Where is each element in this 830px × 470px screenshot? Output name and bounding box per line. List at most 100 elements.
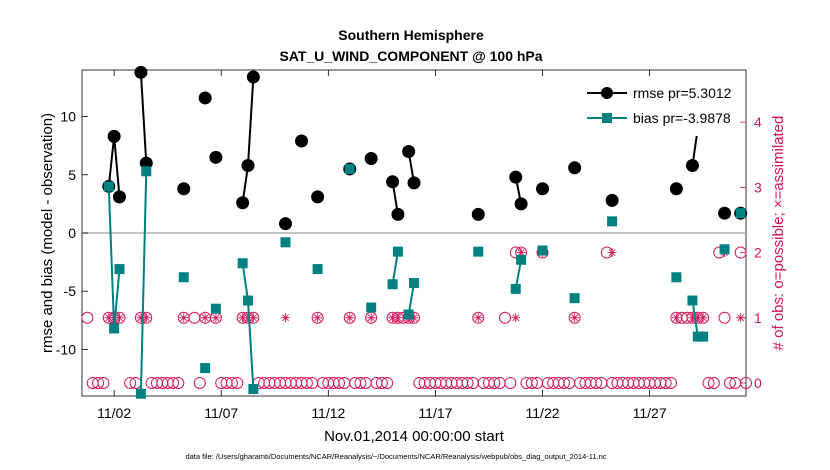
bias-point [569, 293, 580, 304]
obs-possible-marker [707, 376, 720, 389]
obs-possible-marker [488, 376, 501, 389]
bias-point [537, 245, 548, 256]
chart-subtitle: SAT_U_WIND_COMPONENT @ 100 hPa [279, 48, 542, 64]
obs-possible-marker [343, 311, 356, 324]
rmse-point [407, 176, 421, 190]
obs-possible-marker [381, 376, 394, 389]
bias-point [516, 254, 527, 265]
rmse-point [134, 65, 148, 79]
rmse-point [295, 134, 309, 148]
bias-point [109, 323, 120, 334]
legend: rmse pr=5.3012 bias pr=-3.9878 [580, 80, 740, 136]
bias-point [237, 258, 248, 269]
obs-assimilated-marker [698, 313, 708, 323]
bias-point [698, 331, 709, 342]
obs-assimilated-marker [211, 313, 221, 323]
y-left-tick-label: -5 [64, 283, 77, 299]
y-right-tick-label: 0 [754, 375, 762, 391]
obs-possible-marker [81, 311, 94, 324]
obs-possible-marker [97, 376, 110, 389]
rmse-point [112, 190, 126, 204]
bias-point [403, 309, 414, 320]
obs-possible-marker [504, 376, 517, 389]
rmse-point [311, 190, 325, 204]
bias-point [607, 216, 618, 227]
bias-point [114, 264, 125, 275]
rmse-point [509, 170, 523, 184]
rmse-point [402, 145, 416, 158]
bias-point [392, 246, 403, 257]
obs-assimilated-marker [114, 313, 124, 323]
bias-line-segment [139, 171, 148, 394]
obs-possible-marker [723, 376, 736, 389]
obs-possible-marker [461, 376, 474, 389]
obs-assimilated-marker [179, 313, 189, 323]
bias-point [135, 388, 146, 399]
obs-assimilated-marker [366, 313, 376, 323]
x-tick-label: 11/17 [418, 405, 452, 421]
rmse-point [685, 158, 699, 172]
obs-assimilated-marker [248, 313, 258, 323]
bias-point [735, 208, 746, 219]
rmse-point [209, 150, 223, 164]
obs-possible-marker [231, 376, 244, 389]
rmse-point [364, 151, 378, 165]
obs-possible-marker [568, 311, 581, 324]
legend-bias-label: bias pr=-3.9878 [633, 110, 731, 126]
obs-possible-marker [499, 311, 512, 324]
obs-assimilated-marker [516, 248, 526, 258]
bias-point [312, 264, 323, 275]
bias-point [387, 279, 398, 290]
bias-point [671, 272, 682, 283]
bias-point [248, 384, 259, 395]
obs-possible-marker [354, 376, 367, 389]
bias-point [692, 331, 703, 342]
bias-point [719, 244, 730, 255]
y-axis-left-label: rmse and bias (model - observation) [39, 113, 56, 353]
rmse-point [536, 182, 550, 196]
x-tick-label: 11/07 [204, 405, 238, 421]
bias-point [409, 278, 419, 289]
bias-point [210, 303, 221, 314]
bias-point [344, 163, 355, 174]
obs-assimilated-marker [473, 313, 483, 323]
rmse-point [391, 207, 405, 221]
rmse-point [471, 207, 485, 221]
bias-point [141, 166, 152, 177]
rmse-point [514, 197, 528, 211]
obs-assimilated-marker [607, 248, 617, 258]
obs-possible-marker [734, 246, 747, 259]
chart-title: Southern Hemisphere [338, 27, 484, 43]
obs-possible-marker [375, 376, 388, 389]
bias-point [687, 295, 698, 306]
x-tick-label: 11/12 [311, 405, 345, 421]
obs-assimilated-marker [570, 313, 580, 323]
bias-point [510, 283, 521, 294]
x-tick-label: 11/27 [633, 405, 667, 421]
obs-assimilated-marker [200, 313, 210, 323]
obs-possible-marker [333, 376, 346, 389]
rmse-point [568, 161, 582, 175]
y-right-tick-label: 3 [754, 179, 762, 195]
bias-point [178, 272, 189, 283]
obs-assimilated-marker [736, 313, 746, 323]
obs-possible-marker [225, 376, 238, 389]
obs-assimilated-marker [280, 313, 290, 323]
obs-assimilated-marker [313, 313, 323, 323]
y-right-tick-label: 4 [754, 114, 762, 130]
y-left-tick-label: -10 [56, 341, 76, 357]
obs-possible-marker [702, 376, 715, 389]
obs-possible-marker [659, 376, 672, 389]
obs-possible-marker [124, 376, 137, 389]
obs-assimilated-marker [238, 313, 248, 323]
rmse-point [669, 182, 683, 196]
rmse-point [246, 70, 260, 84]
rmse-point [605, 193, 619, 207]
bias-line-segment [407, 282, 415, 315]
obs-possible-marker [172, 376, 185, 389]
legend-rmse-label: rmse pr=5.3012 [633, 85, 732, 101]
rmse-point [278, 217, 292, 231]
obs-assimilated-marker [345, 313, 355, 323]
bias-point [103, 181, 114, 192]
